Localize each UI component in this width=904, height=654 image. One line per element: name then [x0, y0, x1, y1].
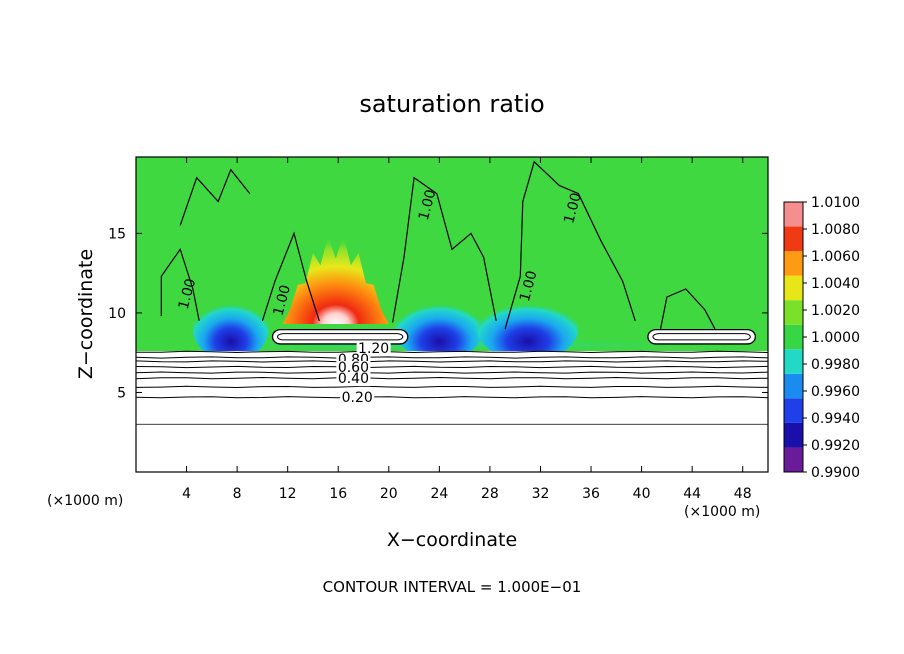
- plot-area: 1.200.800.600.400.201.00 1.001.001.001.00: [136, 157, 768, 472]
- colorbar-bin: [784, 202, 803, 227]
- x-tick-label: 4: [182, 486, 191, 502]
- colorbar-bin: [784, 398, 803, 423]
- colorbar-bin: [784, 422, 803, 448]
- colorbar-label: 1.0040: [811, 276, 860, 292]
- colorbar-bin: [784, 300, 803, 325]
- cloud-outline-inner: [277, 333, 404, 341]
- x-axis-label: X−coordinate: [387, 529, 517, 551]
- contour-line: [136, 360, 768, 363]
- contour-label-background: [336, 361, 371, 375]
- contour-line-1-00: [261, 231, 320, 322]
- colorbar-label: 1.0000: [811, 330, 860, 346]
- colorbar-label: 0.9920: [811, 438, 860, 454]
- x-tick-label: 8: [233, 486, 242, 502]
- contour-label: 1.00: [176, 277, 200, 311]
- supersaturated-core: [282, 235, 389, 325]
- colorbar-label: 0.9940: [811, 411, 860, 427]
- x-unit-label-right: (×1000 m): [684, 504, 760, 520]
- x-tick-label: 36: [582, 486, 600, 502]
- contour-label-background: [356, 341, 391, 356]
- colorbar-bin: [784, 251, 803, 276]
- colorbar-label: 0.9900: [811, 465, 860, 481]
- contour-line-1-00: [392, 176, 497, 323]
- contour-label: 0.60: [338, 360, 369, 376]
- contour-line: [136, 371, 768, 374]
- colorbar-bin: [784, 373, 803, 399]
- contour-line-1-00: [160, 247, 200, 322]
- x-tick-label: 16: [329, 486, 347, 502]
- subsaturated-zone: [477, 297, 579, 361]
- contour-label: 1.00: [517, 269, 541, 303]
- colorbar-label: 1.0100: [811, 195, 860, 211]
- colorbar-label: 1.0080: [811, 222, 860, 238]
- contour-line: [136, 350, 768, 354]
- y-axis-label: Z−coordinate: [75, 249, 97, 379]
- plot-frame: [135, 156, 769, 473]
- subsaturated-zone: [192, 297, 269, 361]
- x-axis: 4 8 12 16 20 24 28 32 36 40 44 48: [182, 157, 752, 502]
- contour-line: [136, 385, 768, 389]
- contour-label: 0.20: [342, 390, 373, 406]
- contour-label-background: [336, 372, 371, 387]
- x-tick-label: 28: [481, 486, 499, 502]
- contour-label: 0.40: [338, 371, 369, 387]
- x-tick-label: 24: [430, 486, 448, 502]
- colorbar-bin: [784, 226, 803, 252]
- contour-line-1-00: [660, 288, 716, 330]
- contour-label: 1.00: [561, 191, 585, 225]
- contour-label: 1.20: [358, 341, 389, 357]
- lower-layer: [136, 351, 768, 472]
- contour-line-1-00: [504, 160, 636, 329]
- colorbar: 1.0100 1.0080 1.0060 1.0040 1.0020 1.0000 0.99…: [783, 195, 860, 481]
- x-tick-label: 48: [734, 486, 752, 502]
- colorbar-label: 0.9980: [811, 357, 860, 373]
- x-tick-label: 20: [380, 486, 398, 502]
- contour-line: [136, 376, 768, 380]
- contour-line: [136, 365, 768, 369]
- subsaturated-zone: [395, 297, 484, 361]
- cloud-outline-inner: [652, 333, 751, 341]
- contour-label: 1.00: [416, 188, 440, 222]
- contour-line-1-00: [179, 168, 251, 226]
- y-tick-label: 10: [108, 306, 126, 322]
- colorbar-bin: [784, 447, 803, 472]
- contour-label-background: [340, 391, 375, 406]
- contour-label: 1.00: [271, 283, 295, 317]
- contour-interval-note: CONTOUR INTERVAL = 1.000E−01: [323, 578, 582, 596]
- contour-line: [136, 396, 768, 399]
- x-tick-label: 44: [683, 486, 701, 502]
- x-tick-label: 12: [279, 486, 297, 502]
- cloud-outline: [647, 328, 757, 345]
- x-unit-label-left: (×1000 m): [47, 493, 123, 509]
- colorbar-label: 0.9960: [811, 384, 860, 400]
- y-axis: 5 10 15: [108, 226, 768, 401]
- contour-line: [136, 356, 768, 359]
- y-tick-label: 15: [108, 226, 126, 242]
- colorbar-bin: [784, 324, 803, 350]
- x-tick-label: 32: [532, 486, 550, 502]
- colorbar-bin: [784, 275, 803, 301]
- x-tick-label: 40: [633, 486, 651, 502]
- colorbar-label: 1.0020: [811, 303, 860, 319]
- colorbar-bin: [784, 349, 803, 374]
- colorbar-label: 1.0060: [811, 249, 860, 265]
- y-tick-label: 5: [117, 385, 126, 401]
- chart-title: saturation ratio: [359, 90, 544, 118]
